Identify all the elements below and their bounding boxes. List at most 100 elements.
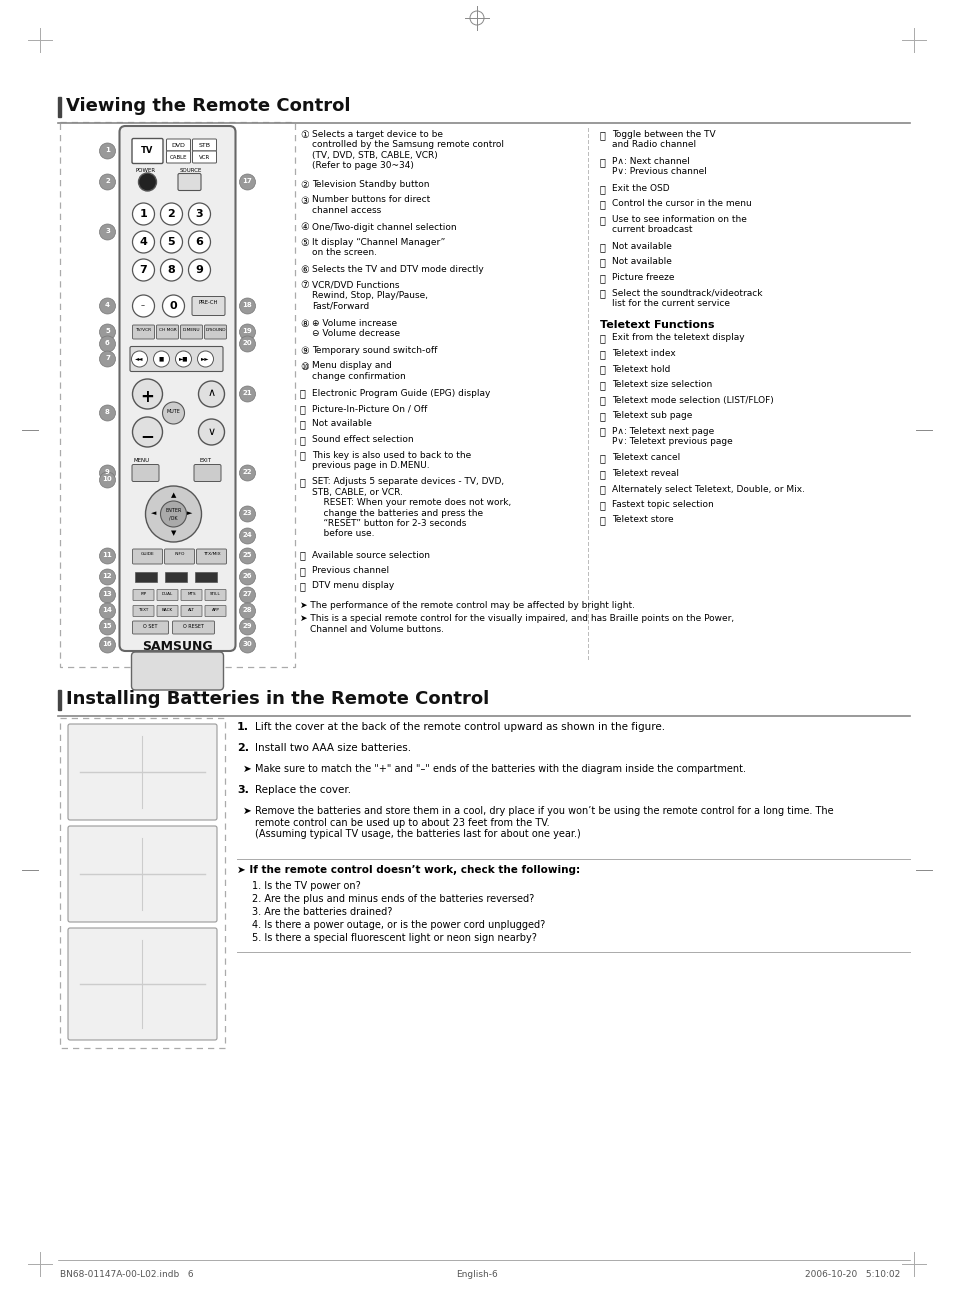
Text: 1: 1 <box>139 209 147 219</box>
Text: ∧: ∧ <box>207 389 215 398</box>
Text: Exit the OSD: Exit the OSD <box>612 184 669 193</box>
Text: ⑺: ⑺ <box>599 273 605 283</box>
Text: ⓹: ⓹ <box>599 515 605 526</box>
Text: ⑤: ⑤ <box>299 239 309 248</box>
Text: D/SOUND: D/SOUND <box>205 329 226 333</box>
Text: Teletext store: Teletext store <box>612 515 673 524</box>
Text: Channel and Volume buttons.: Channel and Volume buttons. <box>310 625 443 634</box>
Text: 1: 1 <box>105 147 110 153</box>
Text: D.MENU: D.MENU <box>183 329 200 333</box>
Text: 5: 5 <box>168 237 175 246</box>
Text: 1.: 1. <box>236 722 249 732</box>
Text: English-6: English-6 <box>456 1270 497 1279</box>
Circle shape <box>239 299 255 314</box>
Circle shape <box>239 506 255 522</box>
Circle shape <box>189 259 211 280</box>
Text: 4: 4 <box>105 303 110 308</box>
Text: ⑱: ⑱ <box>299 566 306 576</box>
Text: ⓯: ⓯ <box>599 426 605 437</box>
Text: ⑬: ⑬ <box>299 420 306 429</box>
Text: ⑶: ⑶ <box>599 200 605 210</box>
Text: Selects a target device to be
controlled by the Samsung remote control
(TV, DVD,: Selects a target device to be controlled… <box>312 130 503 171</box>
Circle shape <box>239 323 255 340</box>
Text: ⑲: ⑲ <box>299 582 306 592</box>
Text: 13: 13 <box>103 591 112 597</box>
Text: 8: 8 <box>105 409 110 415</box>
Text: ⓴: ⓴ <box>599 334 605 343</box>
Circle shape <box>99 224 115 240</box>
Text: +: + <box>140 389 154 406</box>
Text: 28: 28 <box>242 606 252 613</box>
Text: ⑩: ⑩ <box>299 361 309 372</box>
Circle shape <box>162 402 184 424</box>
FancyBboxPatch shape <box>181 589 202 601</box>
Text: 3. Are the batteries drained?: 3. Are the batteries drained? <box>252 908 392 917</box>
FancyBboxPatch shape <box>132 589 153 601</box>
Text: 23: 23 <box>242 510 252 516</box>
Text: P∧: Next channel
P∨: Previous channel: P∧: Next channel P∨: Previous channel <box>612 156 706 176</box>
Text: 2. Are the plus and minus ends of the batteries reversed?: 2. Are the plus and minus ends of the ba… <box>252 895 534 904</box>
Circle shape <box>132 295 154 317</box>
Text: Teletext size selection: Teletext size selection <box>612 379 712 389</box>
Circle shape <box>239 602 255 619</box>
Circle shape <box>132 259 154 280</box>
Text: ⑯: ⑯ <box>299 477 306 488</box>
Text: ⑭: ⑭ <box>299 436 306 445</box>
Text: Picture freeze: Picture freeze <box>612 273 674 282</box>
Text: −: − <box>140 426 154 445</box>
Text: ∨: ∨ <box>207 426 215 437</box>
Text: 16: 16 <box>103 642 112 647</box>
Text: GUIDE: GUIDE <box>140 552 154 556</box>
Text: ⑫: ⑫ <box>299 404 306 413</box>
Circle shape <box>239 636 255 653</box>
Text: 18: 18 <box>242 303 253 308</box>
Circle shape <box>99 466 115 481</box>
Circle shape <box>239 548 255 565</box>
Circle shape <box>99 602 115 619</box>
Circle shape <box>132 231 154 253</box>
Text: 8: 8 <box>168 265 175 275</box>
Circle shape <box>239 466 255 481</box>
Text: Viewing the Remote Control: Viewing the Remote Control <box>66 96 350 115</box>
Text: O RESET: O RESET <box>183 625 204 629</box>
FancyBboxPatch shape <box>68 928 216 1041</box>
Text: ⑴: ⑴ <box>599 156 605 167</box>
Text: 25: 25 <box>242 552 252 558</box>
FancyBboxPatch shape <box>205 605 226 617</box>
FancyBboxPatch shape <box>178 173 201 190</box>
Text: 24: 24 <box>242 532 253 539</box>
FancyBboxPatch shape <box>180 325 202 339</box>
Bar <box>60 719 225 1048</box>
Circle shape <box>160 231 182 253</box>
Text: MTS: MTS <box>187 592 195 596</box>
FancyBboxPatch shape <box>193 151 216 163</box>
Text: Teletext cancel: Teletext cancel <box>612 454 679 463</box>
Text: Teletext Functions: Teletext Functions <box>599 319 714 330</box>
Text: 20: 20 <box>242 340 252 346</box>
Circle shape <box>99 323 115 340</box>
Text: ➤: ➤ <box>243 806 252 816</box>
Text: VCR: VCR <box>198 155 210 160</box>
FancyBboxPatch shape <box>157 605 178 617</box>
Text: CABLE: CABLE <box>170 155 187 160</box>
Text: TEXT: TEXT <box>138 608 149 612</box>
Text: TV: TV <box>141 146 153 155</box>
Text: SOURCE: SOURCE <box>179 168 202 173</box>
Text: ►►: ►► <box>201 356 210 361</box>
Text: 2.: 2. <box>236 743 249 752</box>
Text: Exit from the teletext display: Exit from the teletext display <box>612 334 744 343</box>
Text: CH MGR: CH MGR <box>158 329 176 333</box>
Text: Number buttons for direct
channel access: Number buttons for direct channel access <box>312 196 430 215</box>
Text: Menu display and
change confirmation: Menu display and change confirmation <box>312 361 405 381</box>
Text: ➤ If the remote control doesn’t work, check the following:: ➤ If the remote control doesn’t work, ch… <box>236 865 579 875</box>
Text: Teletext mode selection (LIST/FLOF): Teletext mode selection (LIST/FLOF) <box>612 395 773 404</box>
Circle shape <box>99 173 115 190</box>
Text: ⓮: ⓮ <box>599 411 605 421</box>
Text: ▲: ▲ <box>171 492 176 498</box>
Text: Teletext index: Teletext index <box>612 349 675 359</box>
Text: ⑸: ⑸ <box>599 243 605 252</box>
Text: ◄: ◄ <box>151 510 156 516</box>
FancyBboxPatch shape <box>192 296 225 316</box>
Text: STB: STB <box>198 143 211 147</box>
Text: MUTE: MUTE <box>167 409 180 413</box>
